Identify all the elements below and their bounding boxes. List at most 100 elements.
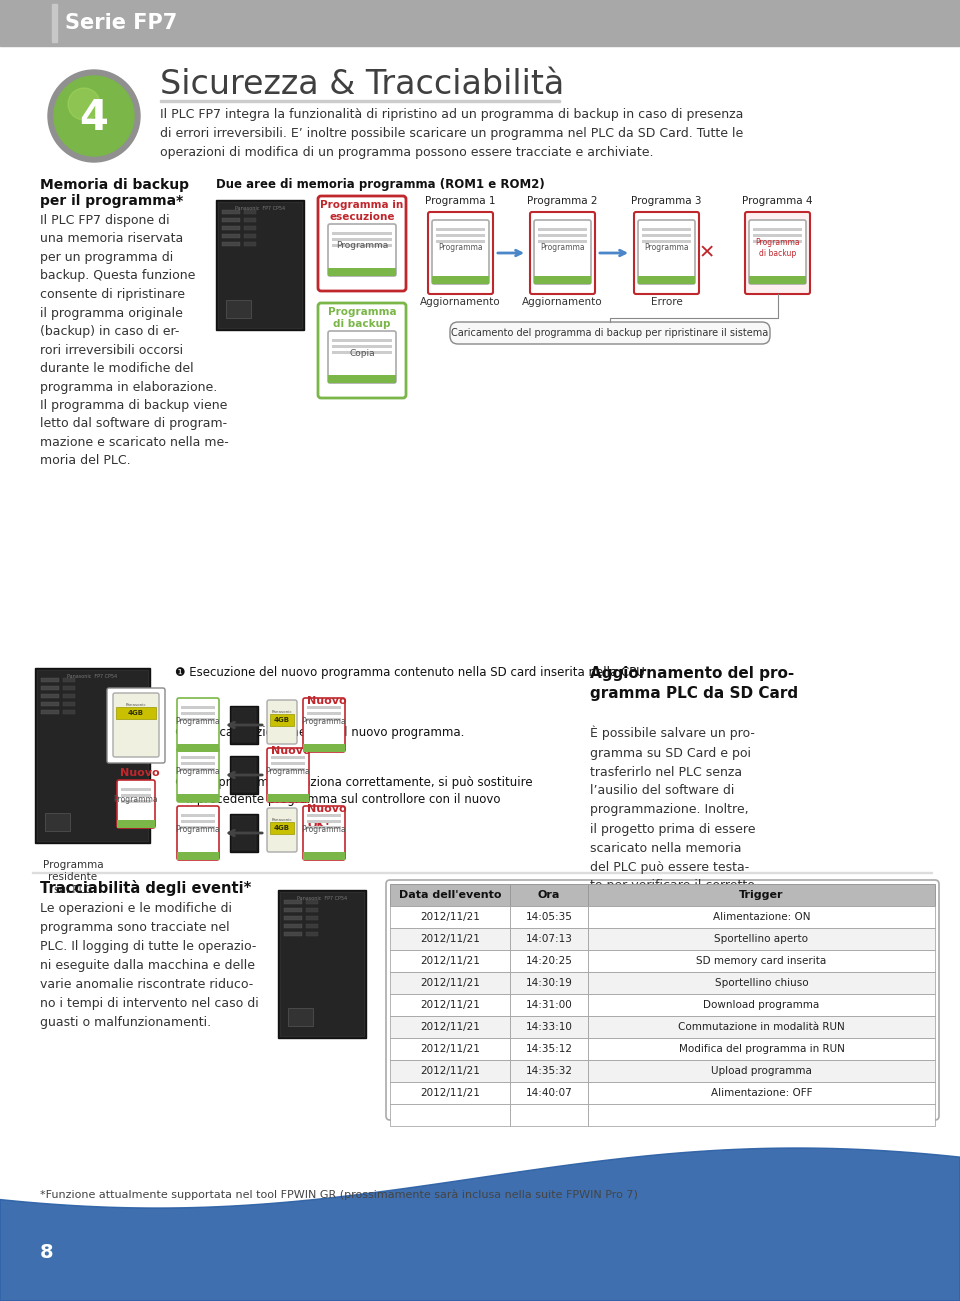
Text: Programma: Programma (336, 242, 388, 251)
Text: 2012/11/21: 2012/11/21 (420, 912, 480, 922)
FancyBboxPatch shape (63, 678, 75, 682)
FancyBboxPatch shape (588, 883, 935, 905)
Text: Panasonic: Panasonic (272, 710, 292, 714)
FancyBboxPatch shape (642, 234, 691, 237)
FancyBboxPatch shape (390, 972, 510, 994)
FancyBboxPatch shape (307, 712, 341, 716)
FancyBboxPatch shape (306, 932, 318, 935)
Text: Le operazioni e le modifiche di
programma sono tracciate nel
PLC. Il logging di : Le operazioni e le modifiche di programm… (40, 902, 259, 1029)
FancyBboxPatch shape (328, 224, 396, 276)
FancyBboxPatch shape (753, 228, 802, 232)
Text: 2012/11/21: 2012/11/21 (420, 1000, 480, 1010)
FancyBboxPatch shape (41, 686, 59, 690)
Text: Download programma: Download programma (704, 1000, 820, 1010)
FancyBboxPatch shape (436, 228, 485, 232)
FancyBboxPatch shape (117, 781, 155, 827)
FancyBboxPatch shape (284, 900, 302, 904)
FancyBboxPatch shape (510, 994, 588, 1016)
FancyBboxPatch shape (41, 710, 59, 714)
FancyBboxPatch shape (177, 852, 219, 860)
FancyBboxPatch shape (332, 238, 392, 241)
FancyBboxPatch shape (390, 994, 510, 1016)
Text: Programma: Programma (176, 766, 220, 775)
Text: Due aree di memoria programma (ROM1 e ROM2): Due aree di memoria programma (ROM1 e RO… (216, 178, 544, 191)
FancyBboxPatch shape (307, 814, 341, 817)
Text: Programma: Programma (113, 795, 158, 804)
Text: *Funzione attualmente supportata nel tool FPWIN GR (prossimamente sarà inclusa n: *Funzione attualmente supportata nel too… (40, 1190, 637, 1201)
Text: Data dell'evento: Data dell'evento (398, 890, 501, 900)
FancyBboxPatch shape (63, 686, 75, 690)
FancyBboxPatch shape (307, 706, 341, 709)
FancyBboxPatch shape (121, 800, 151, 803)
Circle shape (68, 88, 100, 120)
FancyBboxPatch shape (181, 768, 215, 771)
FancyBboxPatch shape (753, 239, 802, 243)
FancyBboxPatch shape (160, 100, 560, 101)
FancyBboxPatch shape (230, 756, 258, 794)
FancyBboxPatch shape (0, 0, 960, 46)
Text: Panasonic  FP7 CP54: Panasonic FP7 CP54 (297, 896, 348, 902)
Text: Programma 2: Programma 2 (527, 196, 598, 206)
Text: 14:35:32: 14:35:32 (525, 1066, 572, 1076)
FancyBboxPatch shape (538, 228, 587, 232)
Text: Aggiornamento: Aggiornamento (522, 297, 603, 307)
FancyBboxPatch shape (284, 916, 302, 920)
FancyBboxPatch shape (181, 706, 215, 709)
Text: Programma
residente
sul PLC: Programma residente sul PLC (42, 860, 104, 895)
Text: Programma 4: Programma 4 (742, 196, 813, 206)
FancyBboxPatch shape (588, 905, 935, 928)
Text: Programma: Programma (266, 766, 310, 775)
FancyBboxPatch shape (271, 768, 305, 771)
Text: 4GB: 4GB (128, 710, 144, 716)
Text: OK!: OK! (307, 820, 330, 830)
FancyBboxPatch shape (116, 706, 156, 719)
FancyBboxPatch shape (390, 905, 510, 928)
Text: Programma 1: Programma 1 (425, 196, 495, 206)
FancyBboxPatch shape (450, 323, 770, 343)
Text: Nuovo: Nuovo (120, 768, 159, 778)
FancyBboxPatch shape (113, 693, 159, 757)
FancyBboxPatch shape (121, 788, 151, 791)
FancyBboxPatch shape (390, 950, 510, 972)
FancyBboxPatch shape (307, 826, 341, 829)
FancyBboxPatch shape (117, 820, 155, 827)
FancyBboxPatch shape (244, 219, 256, 222)
FancyBboxPatch shape (232, 816, 256, 850)
FancyBboxPatch shape (177, 699, 219, 752)
FancyBboxPatch shape (588, 950, 935, 972)
FancyBboxPatch shape (230, 706, 258, 744)
Text: Programma: Programma (176, 717, 220, 726)
FancyBboxPatch shape (642, 239, 691, 243)
Text: Trigger: Trigger (739, 890, 783, 900)
Text: Memoria di backup: Memoria di backup (40, 178, 189, 193)
FancyBboxPatch shape (328, 375, 396, 382)
Text: Panasonic  FP7 CP54: Panasonic FP7 CP54 (235, 206, 285, 211)
FancyBboxPatch shape (510, 972, 588, 994)
FancyBboxPatch shape (63, 710, 75, 714)
FancyBboxPatch shape (638, 220, 695, 284)
FancyBboxPatch shape (45, 813, 70, 831)
FancyBboxPatch shape (390, 1038, 510, 1060)
FancyBboxPatch shape (745, 212, 810, 294)
FancyBboxPatch shape (588, 928, 935, 950)
Text: Sportellino aperto: Sportellino aperto (714, 934, 808, 945)
FancyBboxPatch shape (270, 822, 294, 834)
Text: 2012/11/21: 2012/11/21 (420, 934, 480, 945)
FancyBboxPatch shape (244, 226, 256, 230)
Text: ❷ Verifica funzionamento del nuovo programma.: ❷ Verifica funzionamento del nuovo progr… (175, 726, 465, 739)
FancyBboxPatch shape (390, 1105, 510, 1125)
FancyBboxPatch shape (588, 1060, 935, 1082)
FancyBboxPatch shape (332, 345, 392, 347)
FancyBboxPatch shape (306, 916, 318, 920)
FancyBboxPatch shape (303, 699, 345, 752)
FancyBboxPatch shape (510, 1038, 588, 1060)
FancyBboxPatch shape (177, 807, 219, 860)
FancyBboxPatch shape (510, 1016, 588, 1038)
Text: Ora: Ora (538, 890, 561, 900)
Text: 4: 4 (80, 98, 108, 139)
FancyBboxPatch shape (749, 220, 806, 284)
FancyBboxPatch shape (510, 1105, 588, 1125)
FancyBboxPatch shape (306, 924, 318, 928)
Text: 14:20:25: 14:20:25 (525, 956, 572, 967)
FancyBboxPatch shape (318, 303, 406, 398)
